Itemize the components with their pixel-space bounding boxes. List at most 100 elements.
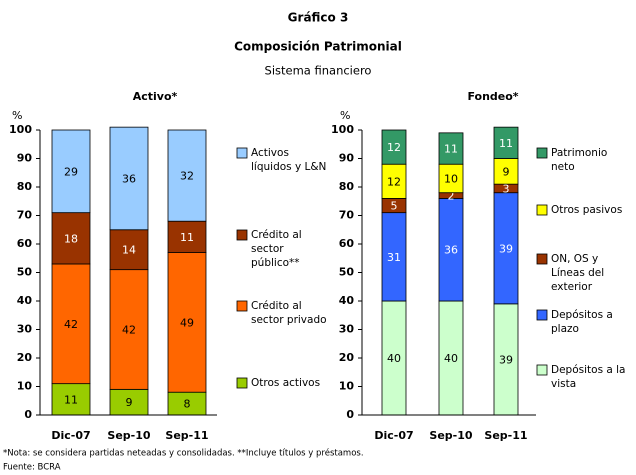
data-label: 12 [387,175,401,188]
note: *Nota: se considera partidas neteadas y … [3,448,364,459]
legend-label: Crédito al sector público** [251,229,302,269]
legend-swatch [536,309,548,321]
subtitle: Composición Patrimonial [234,40,402,54]
title: Gráfico 3 [288,11,349,25]
bar-segment [167,252,207,393]
data-label: 39 [499,353,513,366]
bar-segment [493,126,519,159]
x-tick-label: Sep-10 [107,429,150,442]
legend-swatch [536,253,548,265]
data-label: 12 [387,141,401,154]
data-label: 11 [444,143,458,156]
legend-label: Depósitos a plazo [551,309,613,335]
y-tick-label: 0 [346,408,354,421]
data-label: 42 [64,318,78,331]
data-label: 40 [444,352,458,365]
y-tick-label: 90 [17,152,33,165]
data-label: 3 [503,182,510,195]
legend-label: Crédito al sector privado [251,300,327,326]
bar-segment [167,129,207,222]
y-tick-label: 50 [17,266,33,279]
bar-segment [381,129,407,165]
bar-segment [493,303,519,416]
legend-swatch [536,147,548,159]
y-tick-label: 40 [17,294,33,307]
bar-segment [109,229,149,271]
data-label: 36 [444,244,458,257]
legend-swatch [536,204,548,216]
x-tick-label: Dic-07 [374,429,413,442]
data-label: 8 [184,398,191,411]
legend-swatch [236,229,248,241]
x-tick-label: Sep-10 [429,429,472,442]
data-label: 40 [387,352,401,365]
y-tick-label: 70 [17,209,33,222]
bar-segment [381,300,407,416]
data-label: 14 [122,244,136,257]
y-tick-label: 60 [17,237,33,250]
legend-label: Otros activos [251,377,321,389]
y-axis-label: % [340,109,350,122]
data-label: 9 [503,165,510,178]
bar-segment [438,132,464,165]
legend-swatch [236,300,248,312]
bar-segment [493,192,519,305]
data-label: 42 [122,324,136,337]
legend-label: Depósitos a la vista [551,364,626,390]
legend-swatch [236,377,248,389]
data-label: 49 [180,316,194,329]
panel-title: Fondeo* [467,90,518,103]
legend-label: Activos líquidos y L&N [251,147,327,173]
data-label: 32 [180,170,194,183]
bar-segment [438,197,464,302]
y-tick-label: 10 [17,380,33,393]
y-tick-label: 10 [339,380,355,393]
data-label: 11 [64,393,78,406]
data-label: 36 [122,172,136,185]
caption: Sistema financiero [265,64,372,78]
x-tick-label: Dic-07 [51,429,90,442]
legend-label: Otros pasivos [551,204,623,216]
bar-segment [51,129,91,214]
legend-swatch [236,147,248,159]
bar-segment [51,212,91,265]
y-tick-label: 80 [17,180,33,193]
bar-segment [51,263,91,385]
data-label: 29 [64,165,78,178]
bar-segment [109,126,149,231]
y-tick-label: 40 [339,294,355,307]
source: Fuente: BCRA [3,463,61,473]
y-axis-label: % [12,109,22,122]
bar-segment [51,383,91,416]
data-label: 11 [180,231,194,244]
y-tick-label: 20 [17,351,33,364]
data-label: 11 [499,137,513,150]
y-tick-label: 80 [339,180,355,193]
data-label: 31 [387,251,401,264]
y-tick-label: 60 [339,237,355,250]
data-label: 9 [126,396,133,409]
legend-label: ON, OS y Líneas del exterior [551,253,605,293]
y-tick-label: 100 [9,123,32,136]
data-label: 10 [444,172,458,185]
y-tick-label: 90 [339,152,355,165]
x-tick-label: Sep-11 [484,429,527,442]
y-tick-label: 20 [339,351,355,364]
y-tick-label: 70 [339,209,355,222]
y-tick-label: 100 [331,123,354,136]
data-label: 5 [391,200,398,213]
data-label: 2 [448,190,455,203]
legend-label: Patrimonio neto [551,147,608,173]
y-tick-label: 50 [339,266,355,279]
y-tick-label: 30 [17,323,33,336]
legend-swatch [536,364,548,376]
panel-title: Activo* [133,90,178,103]
y-tick-label: 30 [339,323,355,336]
data-label: 18 [64,232,78,245]
y-tick-label: 0 [24,408,32,421]
x-tick-label: Sep-11 [165,429,208,442]
bar-segment [438,300,464,416]
data-label: 39 [499,242,513,255]
